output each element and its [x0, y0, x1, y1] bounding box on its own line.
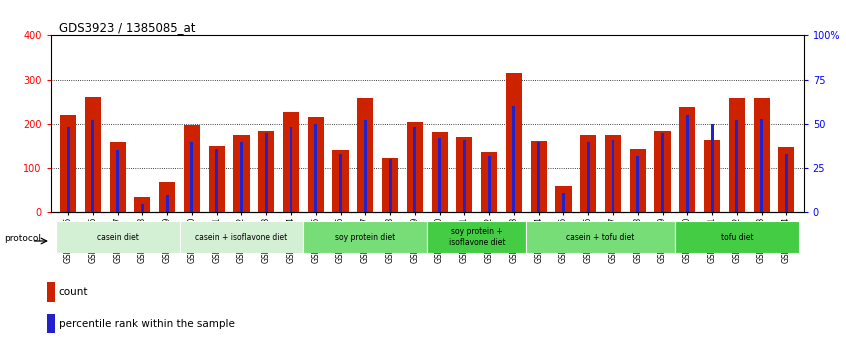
Bar	[675, 221, 799, 253]
Bar	[60, 115, 76, 212]
Bar	[339, 154, 342, 212]
Bar	[463, 140, 466, 212]
Bar	[438, 138, 441, 212]
Text: protocol: protocol	[4, 234, 41, 244]
Bar	[537, 142, 540, 212]
Bar	[526, 221, 675, 253]
Bar	[56, 221, 179, 253]
Bar	[686, 115, 689, 212]
Bar	[85, 97, 101, 212]
Bar	[141, 204, 144, 212]
Bar	[179, 221, 304, 253]
Bar	[562, 193, 565, 212]
Bar	[580, 135, 596, 212]
Text: soy protein diet: soy protein diet	[335, 233, 395, 242]
Bar	[487, 156, 491, 212]
Bar	[785, 154, 788, 212]
Bar	[91, 120, 94, 212]
Bar	[629, 149, 645, 212]
Bar	[711, 124, 713, 212]
Bar	[506, 73, 522, 212]
Bar	[754, 98, 770, 212]
Bar	[315, 124, 317, 212]
Bar	[159, 182, 175, 212]
Bar	[110, 143, 126, 212]
Bar	[166, 195, 168, 212]
Bar	[605, 135, 621, 212]
Bar	[612, 140, 614, 212]
Bar	[190, 142, 194, 212]
Bar	[258, 131, 274, 212]
Text: casein + isoflavone diet: casein + isoflavone diet	[195, 233, 288, 242]
Bar	[289, 127, 293, 212]
Text: GDS3923 / 1385085_at: GDS3923 / 1385085_at	[59, 21, 195, 34]
Bar	[116, 150, 119, 212]
Bar	[407, 122, 423, 212]
Bar	[357, 98, 373, 212]
Bar	[556, 186, 572, 212]
Text: percentile rank within the sample: percentile rank within the sample	[58, 319, 234, 329]
Bar	[304, 221, 427, 253]
Bar	[735, 120, 739, 212]
Bar	[661, 133, 664, 212]
Bar	[233, 135, 250, 212]
Bar	[382, 159, 398, 212]
Text: count: count	[58, 287, 88, 297]
Text: tofu diet: tofu diet	[721, 233, 753, 242]
Text: casein + tofu diet: casein + tofu diet	[567, 233, 634, 242]
Bar	[364, 120, 367, 212]
Text: casein diet: casein diet	[96, 233, 139, 242]
Bar	[414, 127, 416, 212]
Bar	[283, 112, 299, 212]
Bar	[636, 156, 640, 212]
Bar	[215, 149, 218, 212]
Bar	[240, 142, 243, 212]
Bar	[388, 159, 392, 212]
Bar	[47, 282, 55, 302]
Bar	[135, 197, 151, 212]
Bar	[184, 125, 200, 212]
Text: soy protein +
isoflavone diet: soy protein + isoflavone diet	[448, 228, 505, 247]
Bar	[481, 152, 497, 212]
Bar	[513, 106, 515, 212]
Bar	[704, 140, 720, 212]
Bar	[67, 127, 69, 212]
Bar	[655, 131, 671, 212]
Bar	[431, 132, 448, 212]
Bar	[47, 314, 55, 333]
Bar	[332, 150, 349, 212]
Bar	[308, 117, 324, 212]
Bar	[587, 142, 590, 212]
Bar	[427, 221, 526, 253]
Bar	[530, 141, 547, 212]
Bar	[679, 107, 695, 212]
Bar	[778, 147, 794, 212]
Bar	[728, 98, 744, 212]
Bar	[265, 133, 267, 212]
Bar	[761, 119, 763, 212]
Bar	[209, 146, 225, 212]
Bar	[456, 137, 472, 212]
